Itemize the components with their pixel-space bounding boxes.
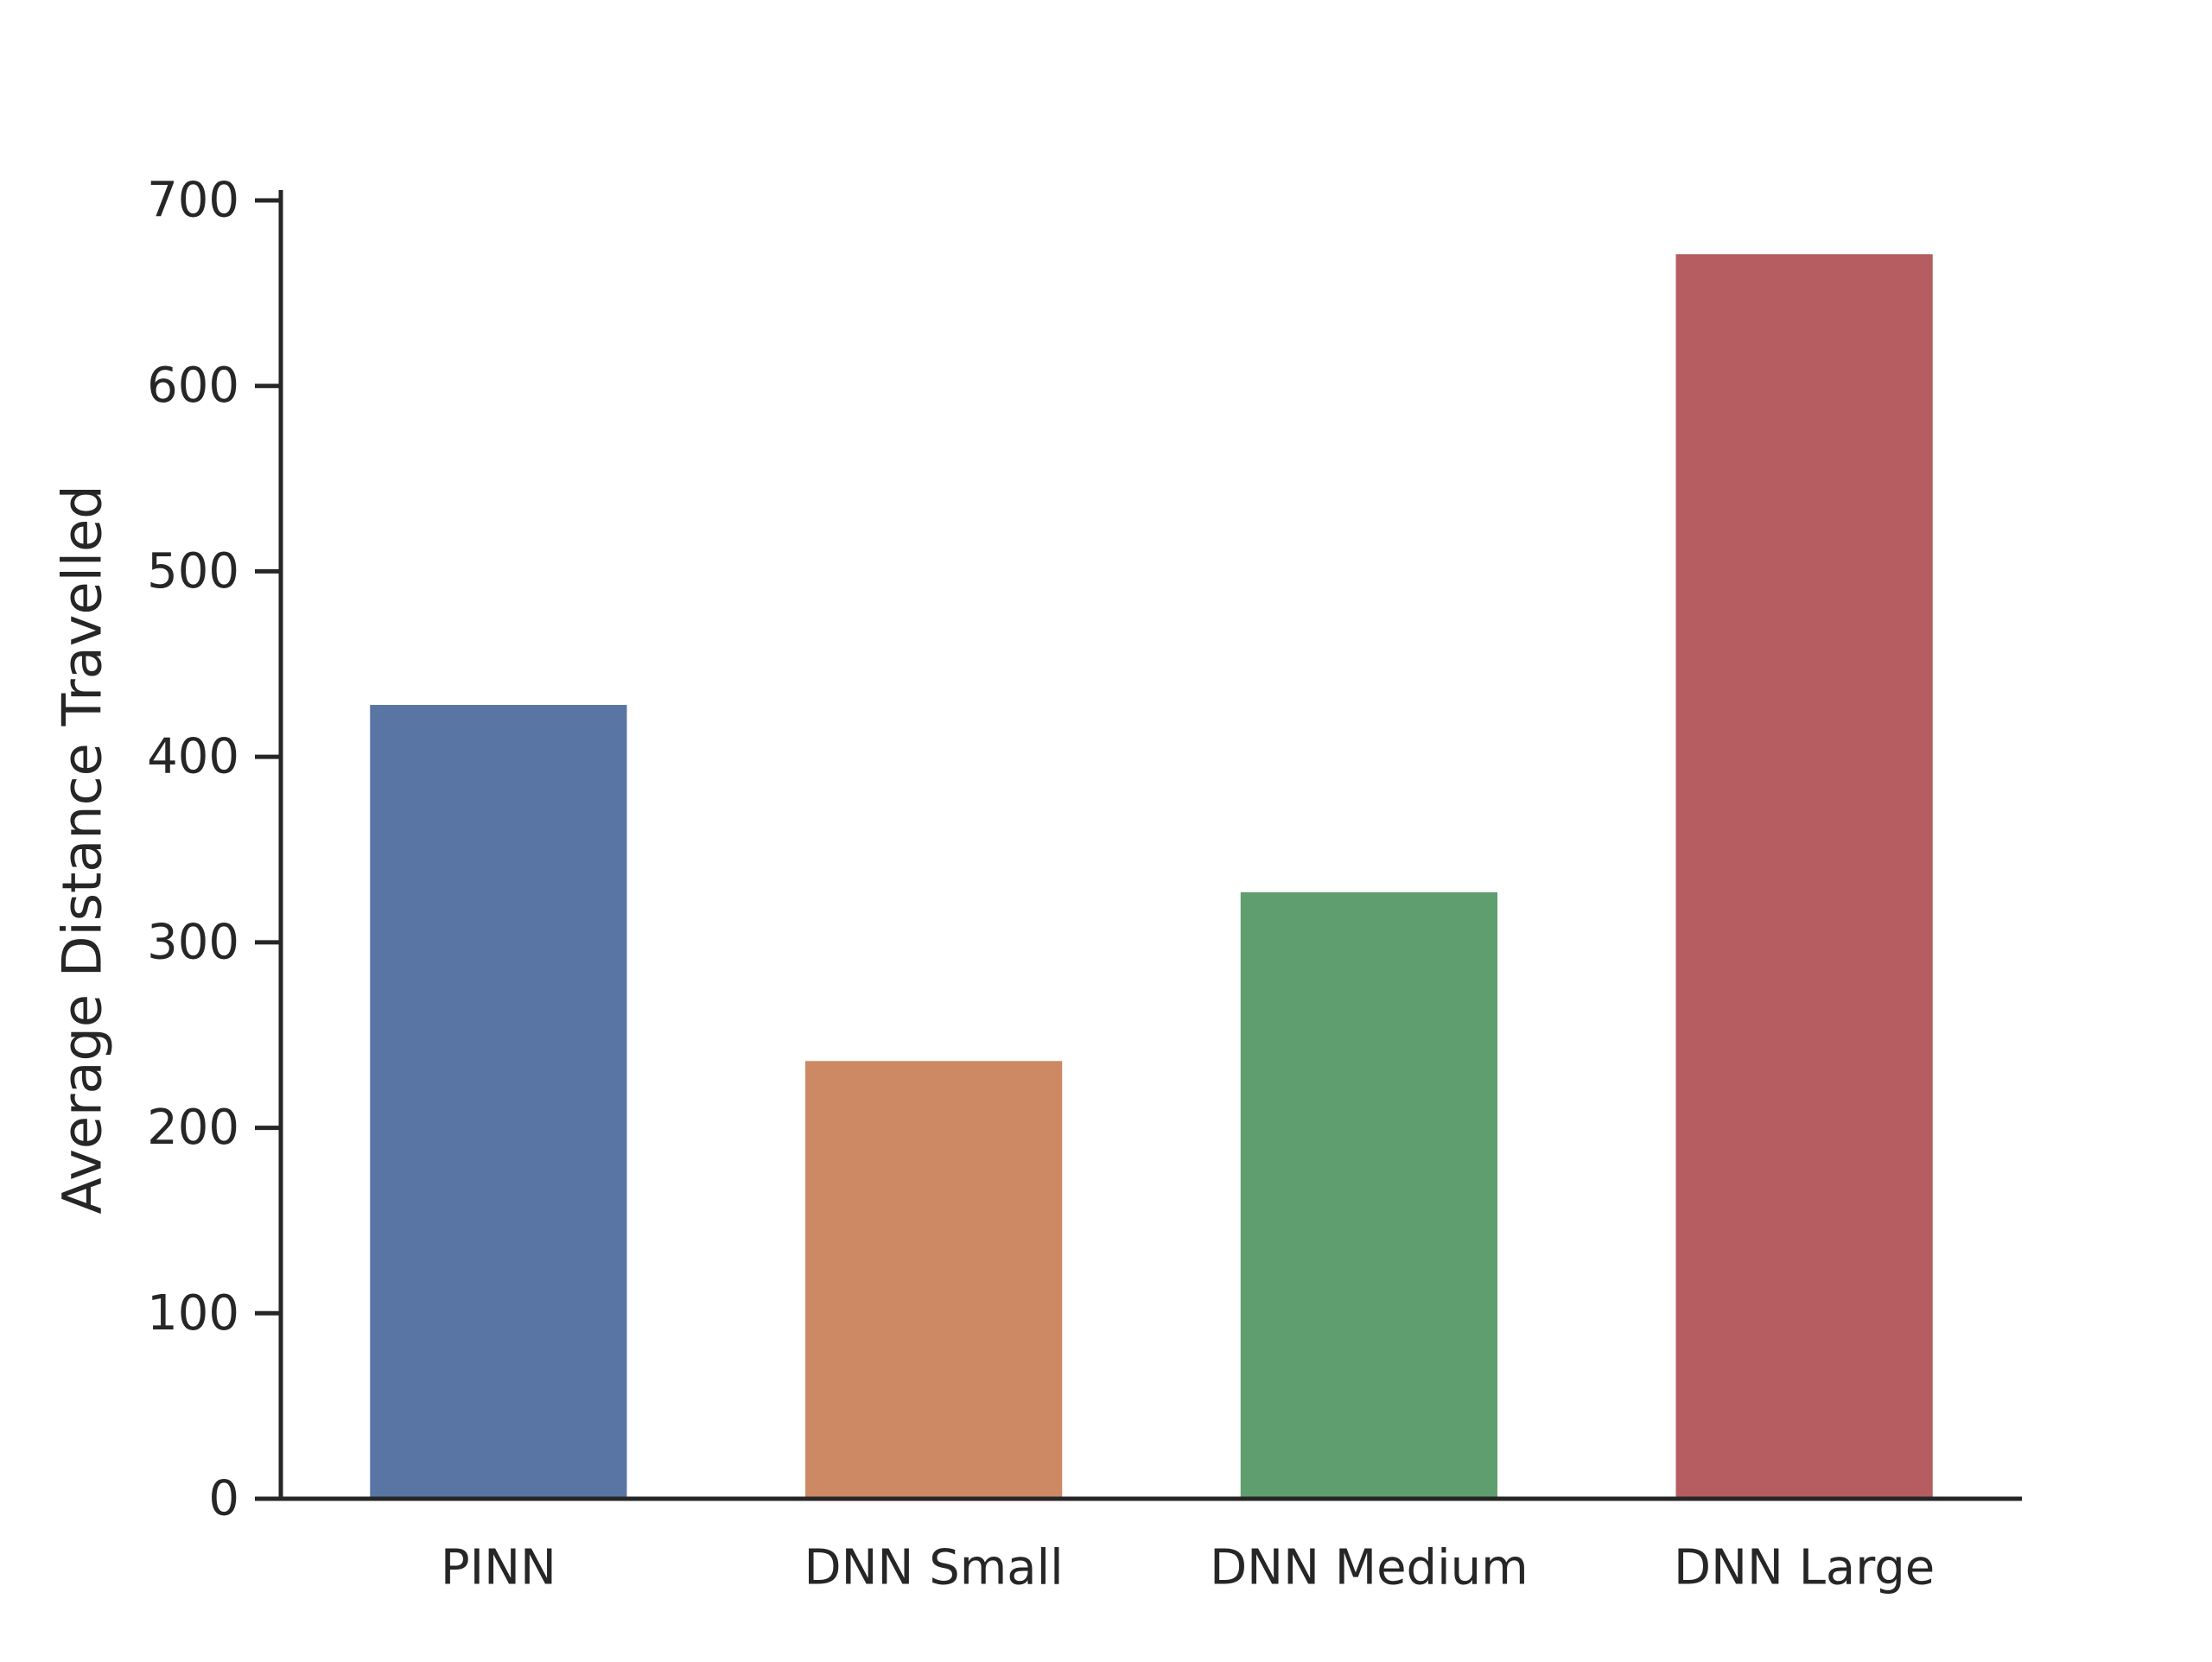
bar-dnn-small <box>805 1061 1063 1499</box>
bar-dnn-medium <box>1240 891 1497 1499</box>
y-axis-label: Average Distance Travelled <box>51 485 114 1214</box>
x-tick-label: DNN Small <box>804 1540 1064 1596</box>
y-tick-label: 400 <box>147 729 239 785</box>
x-tick-label: PINN <box>441 1540 556 1596</box>
y-tick-label: 200 <box>147 1100 239 1156</box>
y-tick-label: 500 <box>147 543 239 599</box>
y-tick-label: 600 <box>147 358 239 414</box>
x-tick-label: DNN Medium <box>1210 1540 1529 1596</box>
x-tick-label: DNN Large <box>1674 1540 1935 1596</box>
y-tick-label: 700 <box>147 173 239 229</box>
y-tick-label: 100 <box>147 1285 239 1342</box>
x-ticks-layer: PINN DNN Small DNN Medium DNN Large <box>441 1540 1935 1596</box>
y-tick-label: 0 <box>208 1471 239 1527</box>
y-tick-label: 300 <box>147 914 239 970</box>
bars-layer <box>370 254 1933 1500</box>
bar-pinn <box>370 705 627 1499</box>
y-ticks-layer: 0 100 200 300 400 500 600 700 <box>147 173 281 1527</box>
bar-dnn-large <box>1675 254 1933 1500</box>
